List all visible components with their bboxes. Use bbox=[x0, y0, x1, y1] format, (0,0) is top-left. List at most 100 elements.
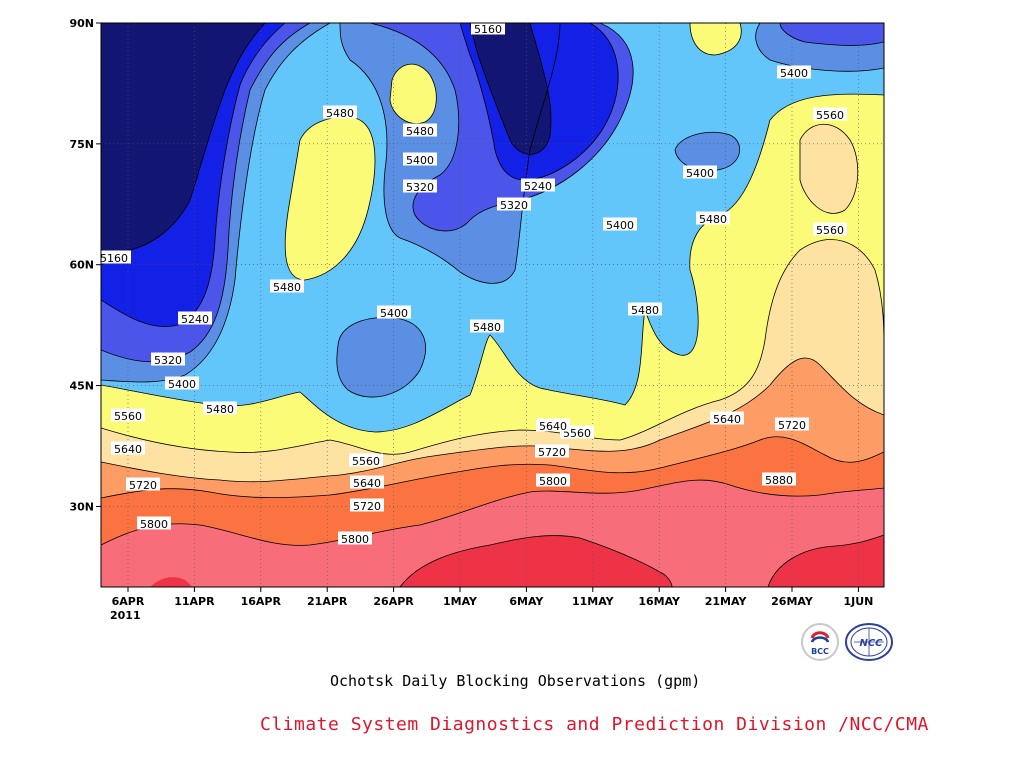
contour-label-bg bbox=[536, 418, 570, 432]
contour-label-bg bbox=[403, 123, 437, 137]
fill-5480-5560-island-b bbox=[390, 64, 437, 124]
x-tick-label: 11APR bbox=[174, 595, 215, 608]
plot-frame bbox=[100, 22, 885, 588]
contour-label: 5400 bbox=[380, 307, 408, 320]
contour-label-bg bbox=[603, 217, 637, 231]
contour-label-bg bbox=[683, 165, 717, 179]
contour-label-bg bbox=[497, 197, 531, 211]
contour-label: 5560 bbox=[816, 224, 844, 237]
fill-5800-5880-band bbox=[101, 480, 884, 587]
contour-label-bg bbox=[350, 498, 384, 512]
contour-label: 5400 bbox=[168, 378, 196, 391]
x-tick-label: 6MAY bbox=[509, 595, 544, 608]
contour-label: 5400 bbox=[780, 67, 808, 80]
contour-label-bg bbox=[270, 279, 304, 293]
y-axis: 90N 75N 60N 45N 30N bbox=[69, 17, 101, 513]
fill-above-5880-c bbox=[150, 577, 192, 587]
contour-line bbox=[459, 23, 619, 181]
contour-label-bg bbox=[813, 222, 847, 236]
contour-line bbox=[799, 123, 859, 214]
contour-label-bg bbox=[349, 453, 383, 467]
fill-5320-5400-blob2 bbox=[336, 317, 426, 398]
contour-label: 5320 bbox=[154, 354, 182, 367]
svg-text:BCC: BCC bbox=[811, 647, 829, 656]
contour-line bbox=[399, 535, 673, 587]
contour-label: 5640 bbox=[353, 477, 381, 490]
x-tick-label: 1JUN bbox=[843, 595, 873, 608]
contour-label: 5720 bbox=[129, 479, 157, 492]
contour-label: 5720 bbox=[353, 500, 381, 513]
contour-line bbox=[101, 23, 286, 327]
contour-label-bg bbox=[126, 477, 160, 491]
y-tick-label: 45N bbox=[69, 380, 94, 393]
contour-label: 5480 bbox=[406, 125, 434, 138]
contour-label-bg bbox=[471, 21, 505, 35]
contour-label: 5640 bbox=[713, 413, 741, 426]
contour-line bbox=[389, 63, 437, 124]
contour-label: 5400 bbox=[406, 154, 434, 167]
grid-lines bbox=[101, 23, 884, 587]
contour-label-bg bbox=[137, 516, 171, 530]
fill-above-5880-a bbox=[400, 535, 672, 587]
contour-label: 5880 bbox=[765, 474, 793, 487]
contour-line bbox=[101, 239, 884, 455]
contour-label-bg bbox=[338, 531, 372, 545]
contour-label: 5400 bbox=[686, 167, 714, 180]
contour-label-bg bbox=[535, 444, 569, 458]
x-tick-label: 1MAY bbox=[443, 595, 478, 608]
contour-label: 5480 bbox=[273, 281, 301, 294]
contour-label: 5800 bbox=[341, 533, 369, 546]
x-tick-label: 26APR bbox=[373, 595, 414, 608]
contour-label: 5560 bbox=[352, 455, 380, 468]
x-axis: 6APR 11APR 16APR 21APR 26APR 1MAY 6MAY 11MAY 16M… bbox=[112, 587, 873, 608]
contour-line bbox=[469, 23, 552, 155]
x-axis-year-label: 2011 bbox=[110, 609, 141, 622]
x-tick-label: 16APR bbox=[241, 595, 282, 608]
contour-label: 5560 bbox=[816, 109, 844, 122]
contour-line bbox=[101, 479, 884, 546]
contour-label-bg bbox=[165, 376, 199, 390]
bcc-logo: BCC bbox=[800, 622, 840, 662]
fill-5240-5320-topright bbox=[780, 23, 884, 46]
svg-text:NCC: NCC bbox=[859, 638, 883, 649]
contour-label: 5720 bbox=[538, 446, 566, 459]
contour-line bbox=[336, 317, 426, 398]
fill-5560-5640-blob bbox=[800, 124, 858, 214]
contour-label: 5800 bbox=[140, 518, 168, 531]
contour-label-bg bbox=[203, 401, 237, 415]
organization-caption: Climate System Diagnostics and Predictio… bbox=[260, 714, 929, 735]
contour-fills bbox=[101, 23, 884, 587]
fill-5480-5560-island-a bbox=[285, 117, 375, 280]
x-tick-label: 21MAY bbox=[705, 595, 748, 608]
x-tick-label: 6APR bbox=[112, 595, 145, 608]
contour-label: 5320 bbox=[500, 199, 528, 212]
contour-label-bg bbox=[97, 250, 131, 264]
contour-label-bg bbox=[696, 211, 730, 225]
fill-5480-5560-island-c bbox=[690, 23, 742, 55]
contour-label: 5560 bbox=[114, 410, 142, 423]
contour-label-bg bbox=[775, 417, 809, 431]
y-tick-label: 90N bbox=[69, 17, 94, 30]
contour-label-bg bbox=[350, 475, 384, 489]
contour-label-bg bbox=[536, 473, 570, 487]
contour-line bbox=[755, 23, 884, 72]
y-tick-label: 30N bbox=[69, 500, 94, 513]
contour-label-bg bbox=[521, 178, 555, 192]
fill-below-5160-left bbox=[101, 23, 265, 265]
contour-label: 5160 bbox=[474, 23, 502, 36]
contour-label-bg bbox=[403, 179, 437, 193]
contour-label-bg bbox=[178, 311, 212, 325]
fill-below-5160-center bbox=[470, 23, 551, 155]
y-tick-label: 60N bbox=[69, 259, 94, 272]
contour-line bbox=[339, 23, 561, 284]
contour-labels: 5160 5160 5240 5240 5320 5320 5320 5400 5400 5400… bbox=[97, 21, 847, 546]
contour-label: 5800 bbox=[539, 475, 567, 488]
fill-5320-5400-blob bbox=[675, 132, 740, 171]
contour-label-bg bbox=[151, 352, 185, 366]
x-tick-label: 21APR bbox=[307, 595, 348, 608]
contour-label: 5480 bbox=[699, 213, 727, 226]
contour-label-bg bbox=[777, 65, 811, 79]
contour-label: 5320 bbox=[406, 181, 434, 194]
contour-label-bg bbox=[323, 105, 357, 119]
